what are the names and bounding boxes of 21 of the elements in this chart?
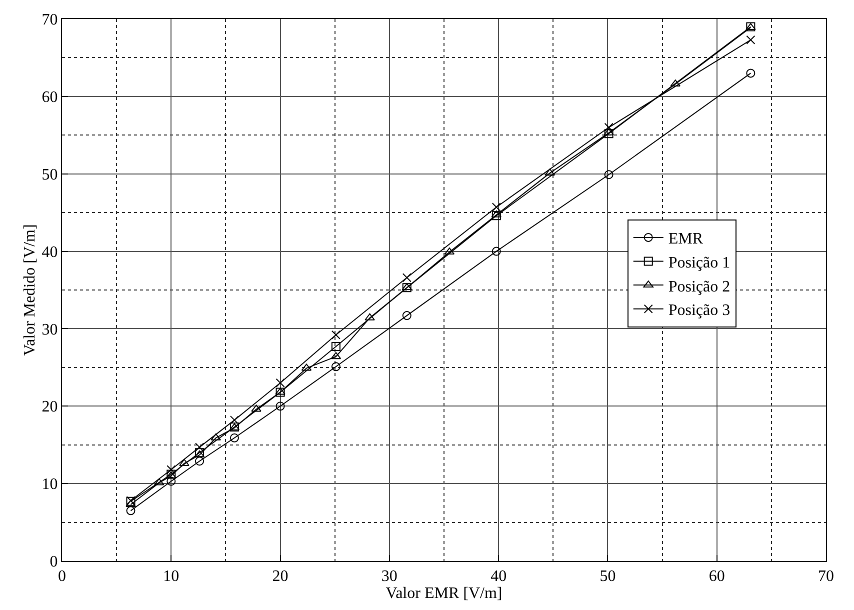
y-tick-label: 10 <box>42 476 58 494</box>
legend-label: Posição 2 <box>668 278 730 296</box>
y-tick-label: 0 <box>50 554 58 571</box>
y-tick-label: 60 <box>42 89 58 106</box>
y-tick-label: 50 <box>42 166 58 184</box>
x-tick-label: 70 <box>818 568 834 586</box>
y-tick-label: 70 <box>42 12 58 29</box>
x-tick-label: 20 <box>272 568 288 586</box>
x-tick-label: 60 <box>708 568 725 586</box>
y-tick-label: 20 <box>42 398 58 416</box>
x-axis-title: Valor EMR [V/m] <box>386 585 502 602</box>
legend-label: Posição 1 <box>668 254 730 272</box>
legend-label: EMR <box>668 230 704 248</box>
y-axis-title: Valor Medido [V/m] <box>22 224 39 356</box>
y-tick-label: 30 <box>42 321 58 338</box>
x-tick-label: 40 <box>490 568 507 586</box>
y-tick-label: 40 <box>42 244 58 261</box>
x-tick-label: 10 <box>163 568 180 586</box>
x-tick-label: 30 <box>381 568 398 586</box>
legend-label: Posição 3 <box>668 302 730 320</box>
x-tick-label: 50 <box>600 568 616 586</box>
